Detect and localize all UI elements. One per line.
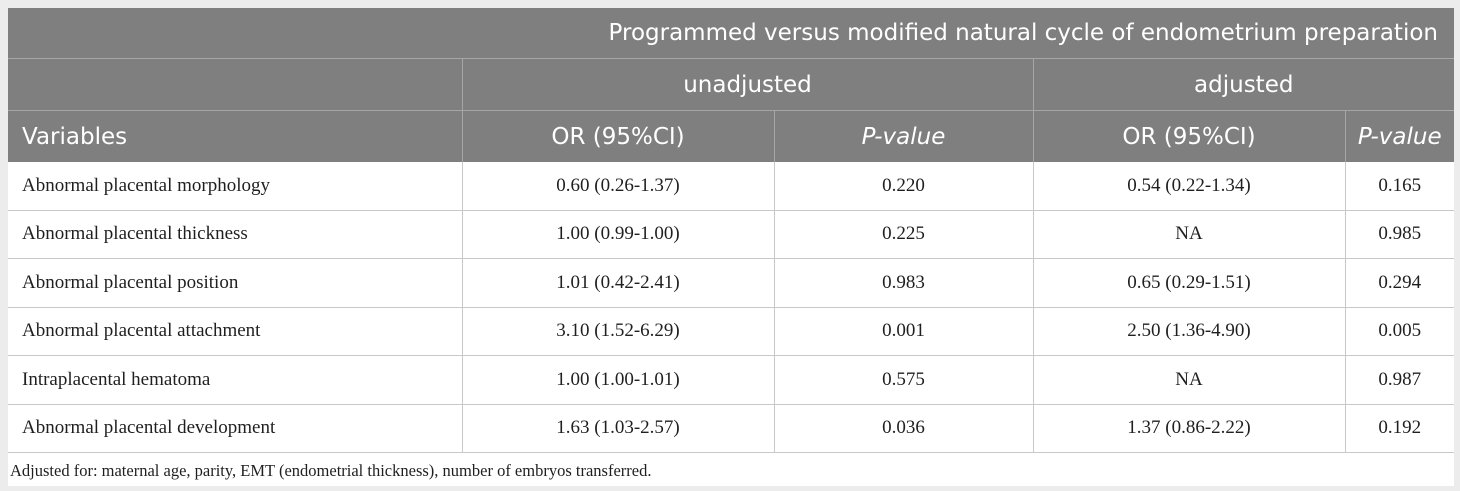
cell-or-adjusted: 0.54 (0.22-1.34) bbox=[1032, 162, 1345, 211]
cell-p-adjusted: 0.005 bbox=[1344, 307, 1454, 356]
cell-variable: Abnormal placental thickness bbox=[8, 210, 462, 259]
table-row: Abnormal placental development 1.63 (1.0… bbox=[8, 404, 1454, 453]
cell-or-unadjusted: 3.10 (1.52-6.29) bbox=[461, 307, 774, 356]
column-header-p-adjusted: P-value bbox=[1344, 110, 1454, 162]
cell-or-adjusted: NA bbox=[1032, 210, 1345, 259]
cell-or-adjusted: 2.50 (1.36-4.90) bbox=[1032, 307, 1345, 356]
cell-p-unadjusted: 0.001 bbox=[773, 307, 1033, 356]
results-table-panel: Programmed versus modified natural cycle… bbox=[8, 8, 1454, 486]
column-header-or-unadjusted: OR (95%CI) bbox=[461, 110, 774, 162]
cell-variable: Intraplacental hematoma bbox=[8, 355, 462, 405]
cell-p-adjusted: 0.192 bbox=[1344, 404, 1454, 453]
cell-or-unadjusted: 1.00 (0.99-1.00) bbox=[461, 210, 774, 259]
cell-p-adjusted: 0.987 bbox=[1344, 355, 1454, 405]
cell-p-adjusted: 0.985 bbox=[1344, 210, 1454, 259]
table-row: Abnormal placental position 1.01 (0.42-2… bbox=[8, 258, 1454, 308]
cell-p-adjusted: 0.294 bbox=[1344, 258, 1454, 308]
cell-variable: Abnormal placental attachment bbox=[8, 307, 462, 356]
cell-or-unadjusted: 0.60 (0.26-1.37) bbox=[461, 162, 774, 211]
header-spacer bbox=[8, 58, 462, 111]
cell-p-unadjusted: 0.225 bbox=[773, 210, 1033, 259]
cell-or-unadjusted: 1.00 (1.00-1.01) bbox=[461, 355, 774, 405]
cell-p-unadjusted: 0.983 bbox=[773, 258, 1033, 308]
subgroup-adjusted: adjusted bbox=[1032, 58, 1454, 111]
table-row: Abnormal placental attachment 3.10 (1.52… bbox=[8, 307, 1454, 356]
column-header-or-adjusted: OR (95%CI) bbox=[1032, 110, 1345, 162]
cell-variable: Abnormal placental morphology bbox=[8, 162, 462, 211]
cell-or-adjusted: NA bbox=[1032, 355, 1345, 405]
column-header-variables: Variables bbox=[8, 110, 462, 162]
table-row: Abnormal placental morphology 0.60 (0.26… bbox=[8, 162, 1454, 211]
cell-p-unadjusted: 0.220 bbox=[773, 162, 1033, 211]
group-header: Programmed versus modified natural cycle… bbox=[8, 8, 1454, 59]
cell-p-adjusted: 0.165 bbox=[1344, 162, 1454, 211]
cell-or-adjusted: 1.37 (0.86-2.22) bbox=[1032, 404, 1345, 453]
cell-or-adjusted: 0.65 (0.29-1.51) bbox=[1032, 258, 1345, 308]
cell-p-unadjusted: 0.036 bbox=[773, 404, 1033, 453]
table-row: Intraplacental hematoma 1.00 (1.00-1.01)… bbox=[8, 355, 1454, 405]
subgroup-unadjusted: unadjusted bbox=[461, 58, 1033, 111]
cell-variable: Abnormal placental development bbox=[8, 404, 462, 453]
cell-or-unadjusted: 1.63 (1.03-2.57) bbox=[461, 404, 774, 453]
table-row: Abnormal placental thickness 1.00 (0.99-… bbox=[8, 210, 1454, 259]
cell-variable: Abnormal placental position bbox=[8, 258, 462, 308]
cell-p-unadjusted: 0.575 bbox=[773, 355, 1033, 405]
table-footnote: Adjusted for: maternal age, parity, EMT … bbox=[10, 461, 652, 480]
column-header-p-unadjusted: P-value bbox=[773, 110, 1033, 162]
odds-ratio-table: Programmed versus modified natural cycle… bbox=[8, 8, 1454, 453]
cell-or-unadjusted: 1.01 (0.42-2.41) bbox=[461, 258, 774, 308]
